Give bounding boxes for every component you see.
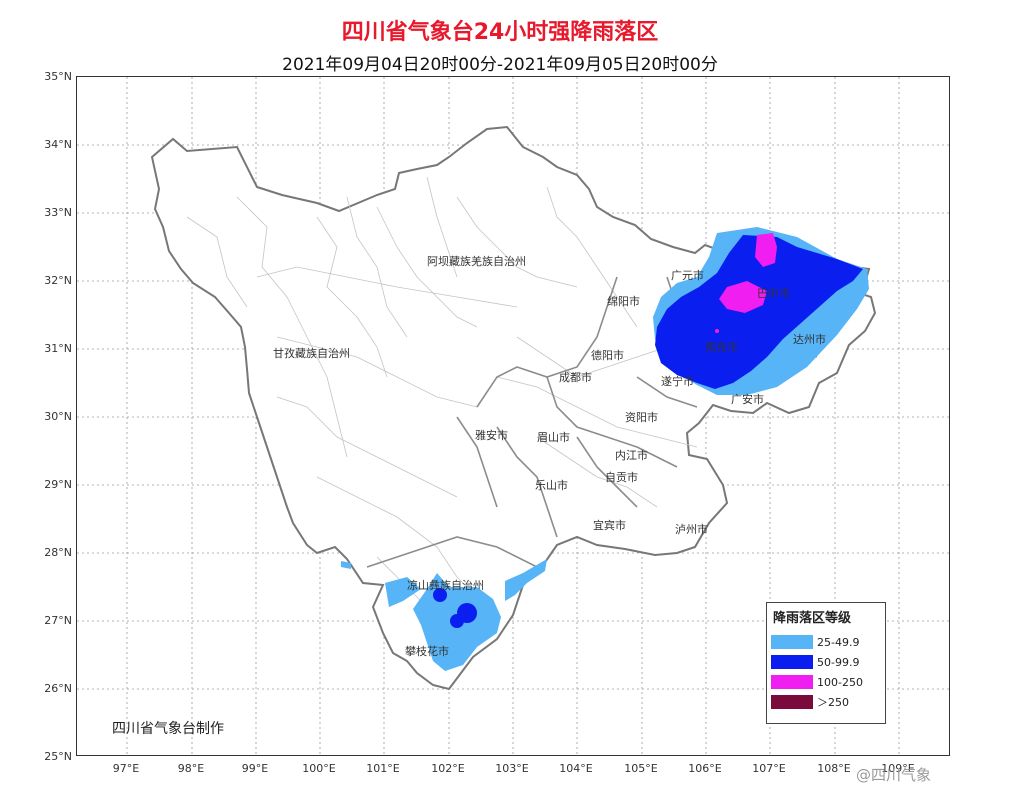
lon-label-99: 99°E	[241, 762, 269, 775]
place-liangshan: 凉山彝族自治州	[407, 579, 484, 592]
lon-label-103: 103°E	[495, 762, 529, 775]
map-frame: 阿坝藏族羌族自治州 甘孜藏族自治州 广元市 绵阳市 巴中市 达州市 德阳市 南充…	[76, 76, 950, 756]
place-neijiang: 内江市	[615, 449, 648, 462]
lat-label-29: 29°N	[44, 478, 72, 491]
map-canvas	[77, 77, 949, 755]
place-ziyang: 资阳市	[625, 411, 658, 424]
lat-label-25: 25°N	[44, 750, 72, 763]
place-yibin: 宜宾市	[593, 519, 626, 532]
legend-item: 50-99.9	[767, 652, 885, 672]
legend-label: ＞250	[817, 696, 849, 709]
place-dazhou: 达州市	[793, 333, 826, 346]
lat-label-30: 30°N	[44, 410, 72, 423]
place-deyang: 德阳市	[591, 349, 624, 362]
province-outline	[150, 125, 877, 691]
watermark: @四川气象	[856, 766, 932, 784]
legend-label: 25-49.9	[817, 635, 860, 649]
place-mianyang: 绵阳市	[607, 295, 640, 308]
legend-swatch	[771, 675, 813, 689]
lon-label-98: 98°E	[177, 762, 205, 775]
place-suining: 遂宁市	[661, 375, 694, 388]
lat-label-26: 26°N	[44, 682, 72, 695]
place-aba: 阿坝藏族羌族自治州	[427, 255, 526, 268]
legend-label: 100-250	[817, 675, 863, 689]
lon-label-100: 100°E	[302, 762, 336, 775]
place-luzhou: 泸州市	[675, 523, 708, 536]
place-bazhong: 巴中市	[757, 287, 790, 300]
legend-label: 50-99.9	[817, 655, 860, 669]
place-yaan: 雅安市	[475, 429, 508, 442]
legend-title: 降雨落区等级	[773, 611, 852, 626]
county-boundaries	[186, 176, 698, 638]
credit-text: 四川省气象台制作	[112, 721, 224, 737]
lat-label-33: 33°N	[44, 206, 72, 219]
lon-label-104: 104°E	[559, 762, 593, 775]
place-chengdu: 成都市	[559, 371, 592, 384]
place-ganzi: 甘孜藏族自治州	[273, 347, 350, 360]
lon-label-108: 108°E	[817, 762, 851, 775]
map-title: 四川省气象台24小时强降雨落区	[341, 20, 659, 45]
lon-label-101: 101°E	[366, 762, 400, 775]
rain-level-100	[715, 233, 777, 333]
place-guangan: 广安市	[731, 393, 764, 406]
place-meishan: 眉山市	[537, 431, 570, 444]
lon-label-105: 105°E	[624, 762, 658, 775]
legend: 降雨落区等级 25-49.9 50-99.9 100-250 ＞250	[766, 602, 886, 724]
lat-label-34: 34°N	[44, 138, 72, 151]
place-leshan: 乐山市	[535, 479, 568, 492]
legend-swatch	[771, 695, 813, 709]
lat-label-28: 28°N	[44, 546, 72, 559]
map-subtitle: 2021年09月04日20时00分-2021年09月05日20时00分	[282, 55, 718, 75]
lat-label-31: 31°N	[44, 342, 72, 355]
lat-label-32: 32°N	[44, 274, 72, 287]
graticule	[77, 77, 949, 755]
lon-label-106: 106°E	[688, 762, 722, 775]
lon-label-97: 97°E	[112, 762, 140, 775]
lon-label-107: 107°E	[752, 762, 786, 775]
rain-level-50	[433, 235, 863, 628]
place-nanchong: 南充市	[705, 341, 738, 354]
lon-label-109: 109°E	[881, 762, 915, 775]
place-panzhihua: 攀枝花市	[405, 645, 449, 658]
legend-item: 25-49.9	[767, 632, 885, 652]
legend-item: 100-250	[767, 672, 885, 692]
lon-label-102: 102°E	[431, 762, 465, 775]
legend-swatch	[771, 635, 813, 649]
lat-label-27: 27°N	[44, 614, 72, 627]
lat-label-35: 35°N	[44, 70, 72, 83]
place-guangyuan: 广元市	[671, 269, 704, 282]
legend-swatch	[771, 655, 813, 669]
place-zigong: 自贡市	[605, 471, 638, 484]
legend-item: ＞250	[767, 692, 885, 712]
